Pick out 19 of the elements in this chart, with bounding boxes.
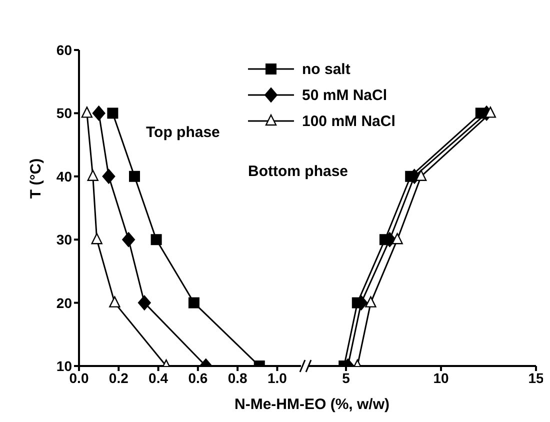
x-tick-label: 0.8: [228, 370, 248, 386]
y-tick-label: 60: [56, 42, 72, 58]
x-tick-label: 0.6: [188, 370, 208, 386]
x-tick-label: 0.4: [148, 370, 168, 386]
legend-label: no salt: [302, 60, 350, 78]
x-tick-label: 5: [342, 370, 350, 386]
x-tick-label: 10: [433, 370, 449, 386]
annotation: Bottom phase: [248, 163, 348, 180]
y-tick-label: 40: [56, 168, 72, 184]
x-axis-title: N-Me-HM-EO (%, w/w): [234, 396, 390, 413]
legend-label: 100 mM NaCl: [302, 112, 396, 130]
y-tick-label: 50: [56, 105, 72, 122]
x-tick-label: 0.2: [108, 370, 129, 386]
y-tick-label: 20: [56, 294, 72, 311]
y-axis-title: T (°C): [28, 157, 44, 201]
annotation: Top phase: [146, 124, 220, 141]
y-tick-label: 30: [56, 232, 72, 248]
legend-label: 50 mM NaCl: [302, 86, 388, 104]
x-tick-label: 1.0: [267, 370, 288, 386]
